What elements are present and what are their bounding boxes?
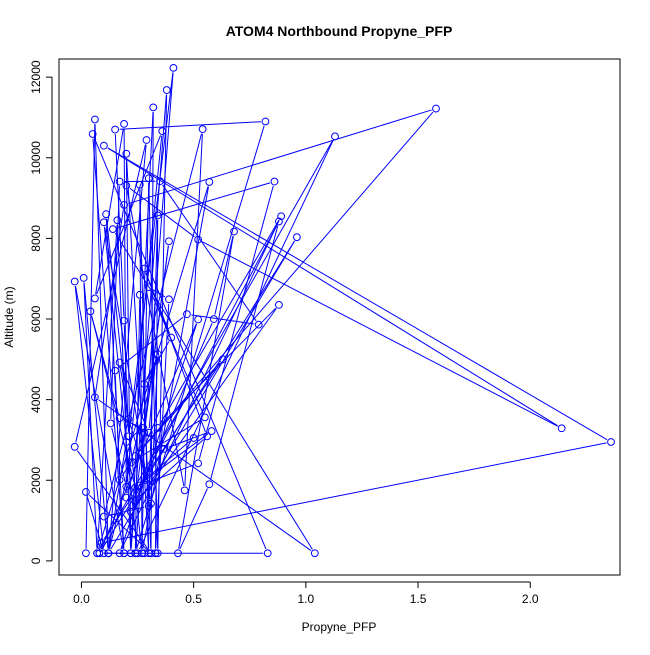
y-tick-label: 2000 [29, 467, 43, 494]
y-tick-label: 8000 [29, 225, 43, 252]
y-tick-label: 10000 [29, 141, 43, 175]
x-tick-label: 2.0 [522, 592, 539, 606]
y-axis-label: Altitude (m) [2, 286, 16, 347]
x-tick-label: 1.0 [297, 592, 314, 606]
y-tick-label: 4000 [29, 386, 43, 413]
x-tick-label: 1.5 [410, 592, 427, 606]
chart-title: ATOM4 Northbound Propyne_PFP [226, 23, 453, 39]
x-tick-label: 0.0 [73, 592, 90, 606]
y-tick-label: 12000 [29, 60, 43, 94]
x-tick-label: 0.5 [185, 592, 202, 606]
y-tick-label: 0 [29, 557, 43, 564]
x-axis-label: Propyne_PFP [302, 620, 377, 634]
y-tick-label: 6000 [29, 305, 43, 332]
